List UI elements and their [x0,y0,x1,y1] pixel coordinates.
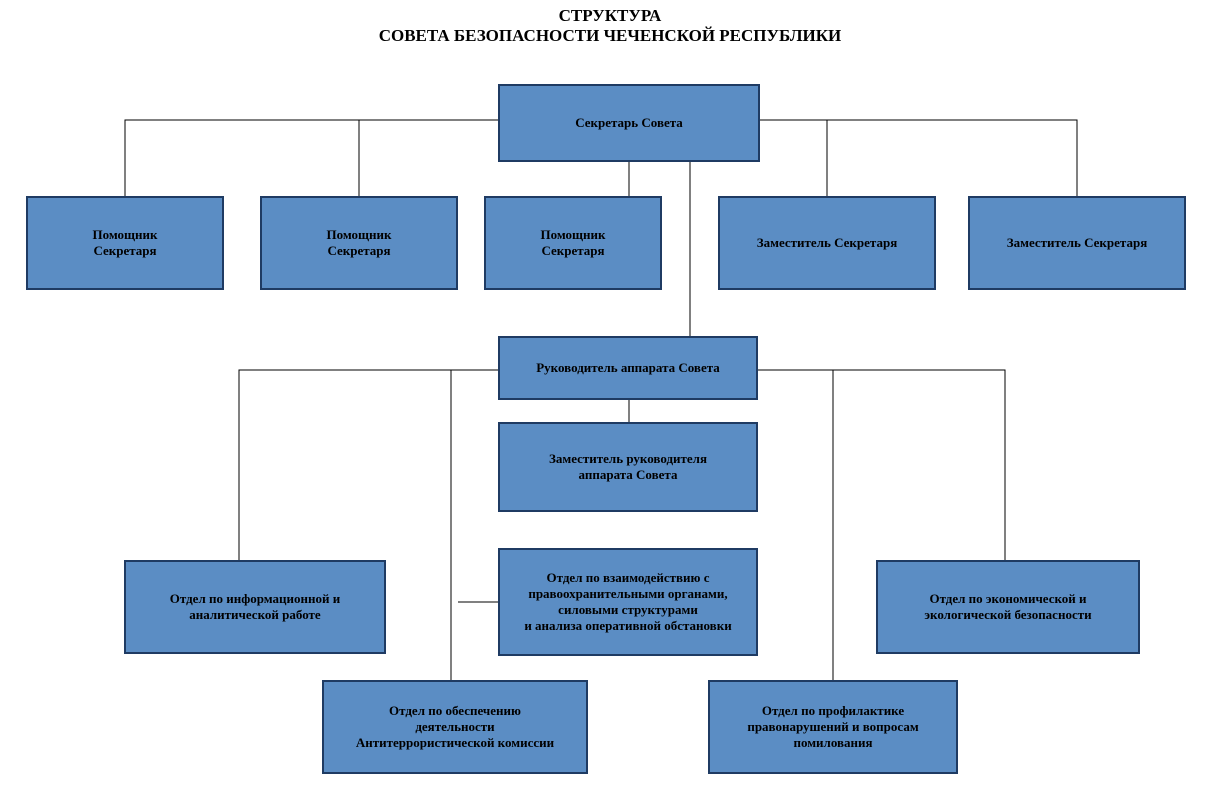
node-dept_anti: Отдел по обеспечению деятельности Антите… [322,680,588,774]
edge [758,370,833,680]
org-chart-canvas: СТРУКТУРА СОВЕТА БЕЗОПАСНОСТИ ЧЕЧЕНСКОЙ … [0,0,1219,791]
edge [125,120,498,196]
node-dept_prevent: Отдел по профилактике правонарушений и в… [708,680,958,774]
edge [451,370,498,680]
diagram-title: СТРУКТУРА СОВЕТА БЕЗОПАСНОСТИ ЧЕЧЕНСКОЙ … [260,6,960,50]
node-deputy_head: Заместитель руководителя аппарата Совета [498,422,758,512]
edge [760,120,1077,196]
edge [758,370,1005,560]
node-dept_info: Отдел по информационной и аналитической … [124,560,386,654]
node-secretary: Секретарь Совета [498,84,760,162]
node-assistant3: Помощник Секретаря [484,196,662,290]
node-assistant2: Помощник Секретаря [260,196,458,290]
edge [359,120,498,196]
node-head_apparatus: Руководитель аппарата Совета [498,336,758,400]
node-dept_econ: Отдел по экономической и экологической б… [876,560,1140,654]
node-dept_law: Отдел по взаимодействию с правоохранител… [498,548,758,656]
node-assistant1: Помощник Секретаря [26,196,224,290]
node-deputy_sec2: Заместитель Секретаря [968,196,1186,290]
edge [760,120,827,196]
node-deputy_sec1: Заместитель Секретаря [718,196,936,290]
edge [239,370,498,560]
